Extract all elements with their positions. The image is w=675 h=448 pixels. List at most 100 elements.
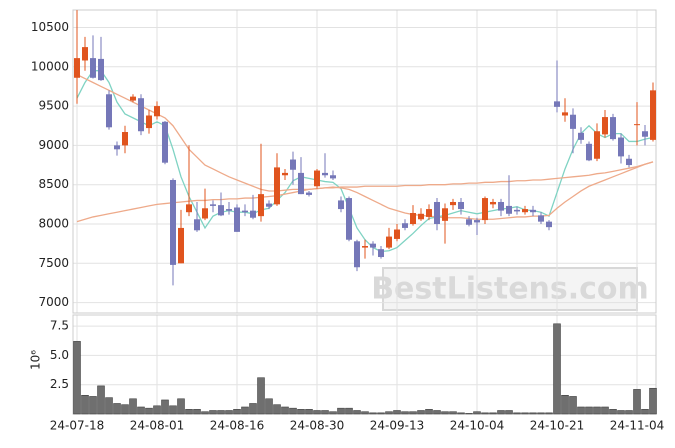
y-tick-label: 10000 [31,59,69,73]
candle-body [378,249,384,258]
candle-body [130,96,136,101]
volume-bar [433,410,441,415]
volume-bar [641,409,649,415]
candle-body [562,112,568,116]
volume-bar [377,412,385,415]
volume-bar [353,410,361,415]
candle-body [410,212,416,225]
candle-body [146,115,152,129]
volume-bar [513,412,521,415]
x-tick-label: 24-10-21 [530,419,584,433]
volume-bar [289,407,297,415]
volume-bar [121,404,129,415]
candle-body [610,117,616,140]
volume-bar [569,396,577,415]
candle-body [602,117,608,135]
y-tick-label: 9500 [38,99,69,113]
volume-bar [489,412,497,415]
volume-bar [313,410,321,415]
volume-bar [265,398,273,415]
volume-bar [561,395,569,415]
y-tick-label: 7000 [38,295,69,309]
candle-body [114,145,120,150]
volume-bar [521,412,529,415]
candle-body [258,194,264,217]
candle-body [122,132,128,146]
candle-body [266,203,272,207]
volume-bar [145,407,153,415]
volume-bar [81,395,89,415]
candle-body [482,198,488,221]
volume-bar [185,409,193,415]
candle-body [290,159,296,170]
volume-bar [321,410,329,415]
volume-bar [257,377,265,415]
volume-bar [537,412,545,415]
volume-bar [593,406,601,415]
candle-body [282,172,288,176]
candle-body [650,90,656,140]
volume-bar [585,406,593,415]
volume-bar [577,406,585,415]
volume-bar [137,406,145,415]
candle-body [298,172,304,195]
moving-average [76,161,654,223]
candle-body [186,204,192,213]
y-tick-label: 2.5 [50,377,69,391]
candle-body [98,58,104,81]
volume-bar [649,387,657,415]
x-tick-label: 24-11-04 [610,419,664,433]
candle-body [202,208,208,219]
volume-bar [97,385,105,415]
volume-bar [633,389,641,415]
candle-body [626,158,632,166]
candle-body [458,201,464,210]
volume-bar [345,407,353,415]
x-tick-label: 24-08-01 [130,419,184,433]
x-tick-label: 24-08-16 [210,419,264,433]
volume-bar [401,411,409,415]
candle-body [490,201,496,205]
x-tick-label: 24-10-04 [450,419,504,433]
y-tick-label: 5.0 [50,348,69,362]
y-tick-label: 8500 [38,177,69,191]
volume-bar [545,412,553,415]
candle-body [162,121,168,163]
candle-body [570,114,576,129]
volume-bar [457,412,465,415]
volume-bar [89,396,97,415]
candle-body [170,179,176,265]
candle-body [642,131,648,137]
volume-bar [281,406,289,415]
candle-body [346,198,352,240]
candle-body [250,210,256,218]
y-tick-label: 8000 [38,217,69,231]
candle-body [538,215,544,222]
volume-bar [409,411,417,415]
candle-body [506,205,512,214]
volume-bar [449,411,457,415]
candle-body [226,209,232,211]
volume-bar [273,404,281,415]
candle-body [450,201,456,206]
volume-bar [369,412,377,415]
volume-bar [505,410,513,415]
volume-bar [105,397,113,415]
volume-bar [129,398,137,415]
candle-body [194,219,200,231]
volume-bar [201,411,209,415]
candle-body [402,223,408,228]
candle-body [474,220,480,223]
candle-body [418,213,424,220]
price-frame [72,9,657,314]
volume-bar [225,410,233,415]
x-tick-label: 24-08-30 [290,419,344,433]
volume-bar [73,341,81,415]
candle-body [210,204,216,206]
volume-bar [473,411,481,415]
volume-bar [497,410,505,415]
volume-bar [153,405,161,415]
volume-bar [529,412,537,415]
volume-bar [417,410,425,415]
volume-bar [217,410,225,415]
